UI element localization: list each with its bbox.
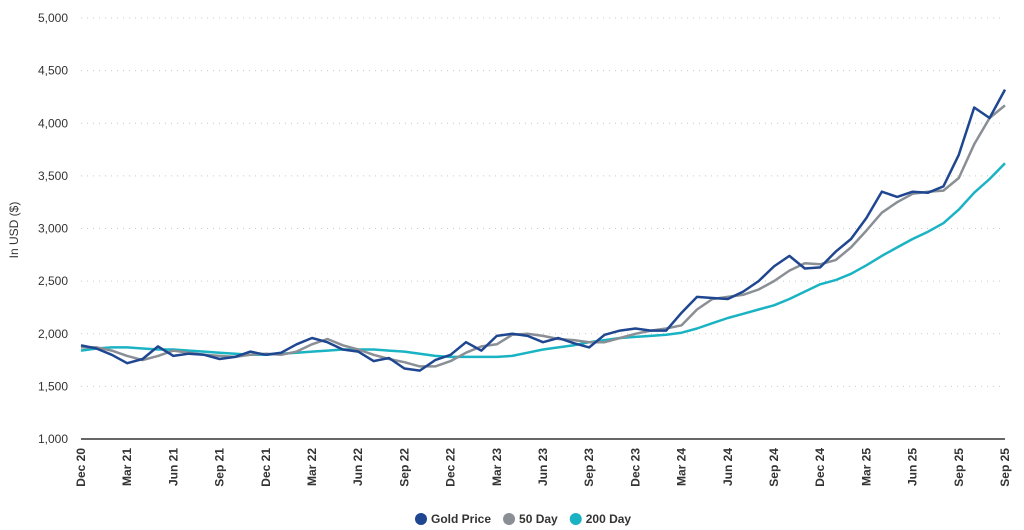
- x-tick-label: Dec 21: [259, 448, 273, 487]
- legend-marker: [503, 513, 516, 525]
- x-tick-label: Mar 21: [120, 448, 134, 486]
- y-tick-label: 1,500: [38, 379, 68, 393]
- x-tick-label: Mar 22: [305, 448, 319, 486]
- y-tick-label: 2,000: [38, 327, 68, 341]
- legend-label: 200 Day: [586, 512, 632, 526]
- x-tick-label: Jun 21: [166, 448, 180, 486]
- x-tick-label: Sep 25: [998, 448, 1012, 487]
- y-axis: 1,000 1,500 2,000 2,500 3,000 3,500 4,000 4,500…: [38, 11, 68, 446]
- legend-label: 50 Day: [519, 512, 558, 526]
- x-tick-label: Sep 24: [767, 448, 781, 487]
- legend-marker: [415, 513, 427, 525]
- grid-lines: [81, 17, 1005, 440]
- x-tick-label: Dec 22: [444, 448, 458, 487]
- x-axis: Dec 20 Mar 21 Jun 21 Sep 21 Dec 21 Mar 22 Jun …: [74, 448, 1012, 487]
- x-tick-label: Jun 23: [536, 448, 550, 486]
- series-line-gold-price: [80, 89, 1007, 372]
- x-tick-label: Dec 20: [74, 448, 88, 487]
- series-lines: [80, 89, 1007, 372]
- x-tick-label: Sep 23: [582, 448, 596, 487]
- y-tick-label: 4,000: [38, 116, 68, 130]
- x-tick-label: Mar 23: [490, 448, 504, 486]
- x-tick-label: Jun 24: [721, 448, 735, 486]
- x-tick-label: Mar 25: [859, 448, 873, 486]
- y-tick-label: 4,500: [38, 64, 68, 78]
- x-tick-label: Jun 22: [351, 448, 365, 486]
- x-tick-label: Mar 24: [675, 448, 689, 486]
- y-tick-label: 2,500: [38, 274, 68, 288]
- y-tick-label: 5,000: [38, 11, 68, 25]
- x-tick-label: Sep 22: [397, 448, 411, 487]
- y-tick-label: 1,000: [38, 432, 68, 446]
- legend-label: Gold Price: [431, 512, 491, 526]
- series-line-200-day: [80, 162, 1006, 359]
- series-line-50-day: [81, 104, 1006, 368]
- x-tick-label: Sep 25: [952, 448, 966, 487]
- legend: Gold Price 50 Day 200 Day: [415, 512, 631, 526]
- y-tick-label: 3,500: [38, 169, 68, 183]
- x-tick-label: Sep 21: [213, 448, 227, 487]
- y-axis-label: In USD ($): [7, 202, 21, 259]
- x-tick-label: Jun 25: [906, 448, 920, 486]
- x-tick-label: Dec 24: [813, 448, 827, 487]
- x-tick-label: Dec 23: [628, 448, 642, 487]
- y-tick-label: 3,000: [38, 222, 68, 236]
- legend-marker: [569, 513, 582, 525]
